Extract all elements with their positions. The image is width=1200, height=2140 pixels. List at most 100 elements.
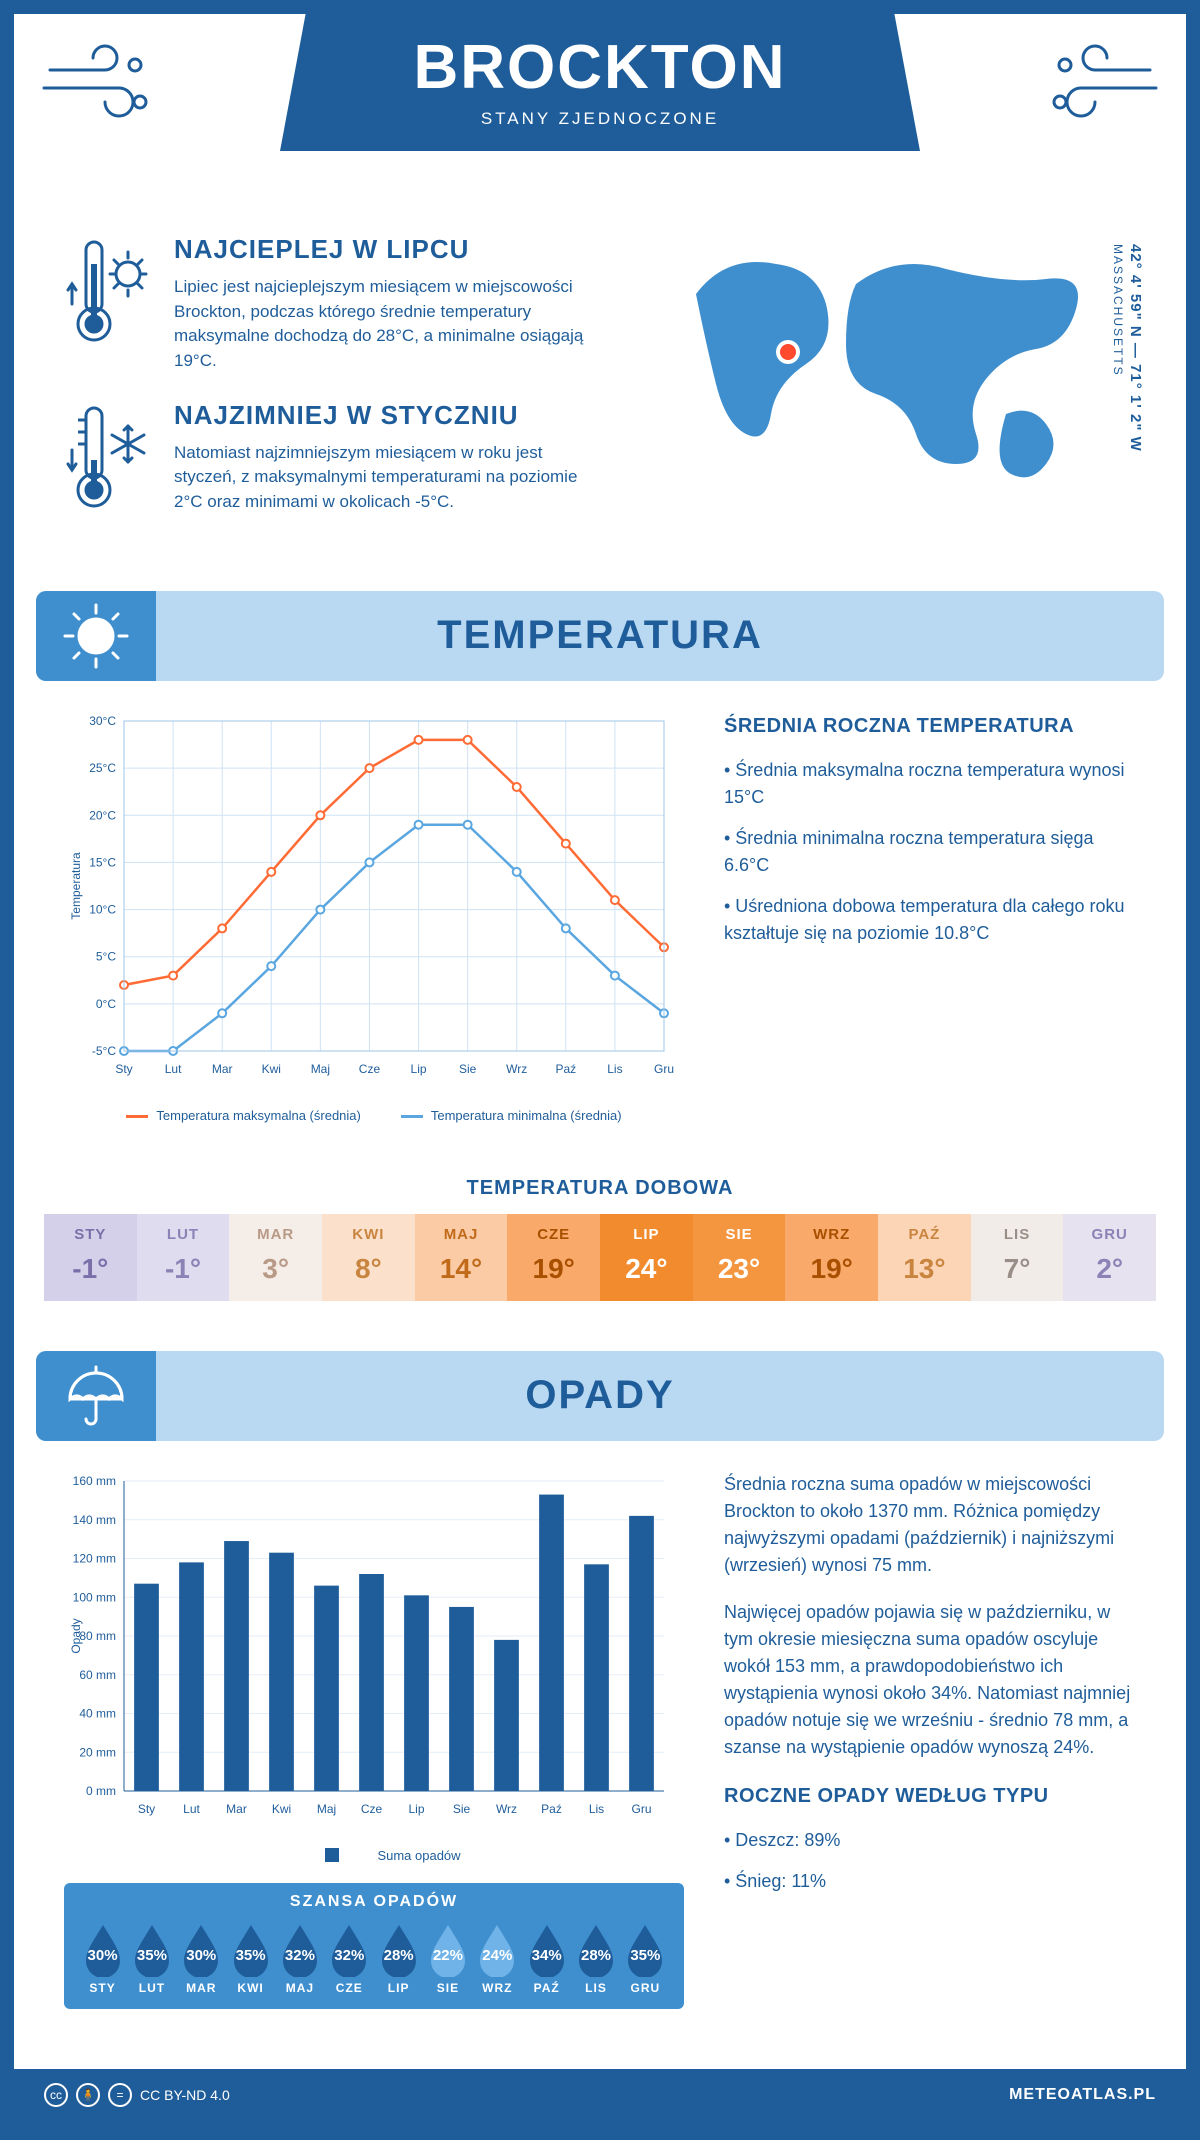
fact-hottest: NAJCIEPLEJ W LIPCU Lipiec jest najcieple… [64,234,646,374]
chance-month: STY [78,1981,127,1995]
precip-chart-col: 0 mm20 mm40 mm60 mm80 mm100 mm120 mm140 … [64,1471,684,2019]
chance-pct: 32% [277,1947,323,1964]
chance-pct: 34% [524,1947,570,1964]
chance-month: LUT [127,1981,176,1995]
daily-cell: WRZ 19° [785,1214,878,1301]
svg-text:Sty: Sty [115,1062,132,1076]
daily-cell: GRU2° [1063,1214,1156,1301]
precip-para2: Najwięcej opadów pojawia się w październ… [724,1599,1136,1761]
chance-pct: 22% [425,1947,471,1964]
thermometer-cold-icon [64,400,154,525]
cc-icon: cc [44,2083,68,2107]
daily-cell: STY-1° [44,1214,137,1301]
svg-text:120 mm: 120 mm [73,1551,116,1565]
temp-side-title: ŚREDNIA ROCZNA TEMPERATURA [724,711,1136,741]
chance-month: MAJ [275,1981,324,1995]
daily-month: WRZ [785,1226,878,1243]
legend-max: Temperatura maksymalna (średnia) [126,1108,360,1123]
daily-cell: MAJ14° [415,1214,508,1301]
daily-month: CZE [507,1226,600,1243]
daily-value: 19° [507,1253,600,1285]
svg-text:Lip: Lip [408,1802,424,1816]
daily-value: 8° [322,1253,415,1285]
chance-pct: 35% [622,1947,668,1964]
daily-cell: MAR3° [229,1214,322,1301]
temperature-body: -5°C0°C5°C10°C15°C20°C25°C30°CStyLutMarK… [14,711,1186,1153]
thermometer-hot-icon [64,234,154,374]
country-name: STANY ZJEDNOCZONE [280,109,920,129]
precip-para1: Średnia roczna suma opadów w miejscowośc… [724,1471,1136,1579]
chance-box: SZANSA OPADÓW 30%STY35%LUT30%MAR35%KWI32… [64,1883,684,2009]
precip-side-text: Średnia roczna suma opadów w miejscowośc… [724,1471,1136,2019]
svg-text:60 mm: 60 mm [79,1667,116,1681]
daily-value: 19° [785,1253,878,1285]
daily-value: -1° [44,1253,137,1285]
coordinates: 42° 4' 59" N — 71° 1' 2" W MASSACHUSETTS [1110,244,1144,452]
svg-text:Cze: Cze [361,1802,383,1816]
daily-cell: SIE23° [693,1214,786,1301]
svg-text:25°C: 25°C [89,761,116,775]
chance-drop: 22% SIE [423,1921,472,1995]
chance-month: SIE [423,1981,472,1995]
daily-cell: LIP24° [600,1214,693,1301]
svg-text:Mar: Mar [212,1062,233,1076]
precip-body: 0 mm20 mm40 mm60 mm80 mm100 mm120 mm140 … [14,1471,1186,2049]
umbrella-icon [36,1351,156,1441]
daily-cell: PAŹ13° [878,1214,971,1301]
svg-text:0°C: 0°C [96,996,116,1010]
by-icon: 🧍 [76,2083,100,2107]
chance-drop: 35% LUT [127,1921,176,1995]
daily-month: LUT [137,1226,230,1243]
chance-month: MAR [177,1981,226,1995]
site-name: METEOATLAS.PL [1009,2086,1156,2104]
daily-month: MAR [229,1226,322,1243]
precip-type-bullet: • Śnieg: 11% [724,1868,1136,1895]
precip-legend: Suma opadów [64,1848,684,1863]
svg-text:Sty: Sty [138,1802,155,1816]
precip-type-title: ROCZNE OPADY WEDŁUG TYPU [724,1781,1136,1811]
svg-text:100 mm: 100 mm [73,1590,116,1604]
intro-section: NAJCIEPLEJ W LIPCU Lipiec jest najcieple… [14,214,1186,581]
svg-text:140 mm: 140 mm [73,1512,116,1526]
chance-drop: 35%KWI [226,1921,275,1995]
sun-icon [36,591,156,681]
svg-text:10°C: 10°C [89,902,116,916]
wind-icon-right [1040,40,1160,135]
chance-month: GRU [621,1981,670,1995]
chance-pct: 30% [178,1947,224,1964]
svg-text:Lut: Lut [165,1062,182,1076]
svg-text:Kwi: Kwi [262,1062,281,1076]
chance-drop: 28%LIP [374,1921,423,1995]
daily-month: GRU [1063,1226,1156,1243]
daily-month: KWI [322,1226,415,1243]
daily-cell: LIS7° [971,1214,1064,1301]
svg-text:Wrz: Wrz [496,1802,517,1816]
temperature-title: TEMPERATURA [437,613,763,658]
svg-text:0 mm: 0 mm [86,1784,116,1798]
footer: cc 🧍 = CC BY-ND 4.0 METEOATLAS.PL [14,2069,1186,2121]
nd-icon: = [108,2083,132,2107]
chance-drop: 30% STY [78,1921,127,1995]
daily-cell: KWI 8° [322,1214,415,1301]
fact-coldest: NAJZIMNIEJ W STYCZNIU Natomiast najzimni… [64,400,646,525]
coord-state: MASSACHUSETTS [1111,244,1125,377]
chance-pct: 28% [376,1947,422,1964]
chance-pct: 35% [129,1947,175,1964]
map-column: 42° 4' 59" N — 71° 1' 2" W MASSACHUSETTS [676,234,1136,551]
fact-hot-text: Lipiec jest najcieplejszym miesiącem w m… [174,275,594,374]
chance-pct: 30% [80,1947,126,1964]
chance-month: KWI [226,1981,275,1995]
precip-title: OPADY [525,1373,674,1418]
svg-text:20°C: 20°C [89,808,116,822]
daily-cell: CZE 19° [507,1214,600,1301]
chance-pct: 24% [474,1947,520,1964]
chance-drop: 24%WRZ [473,1921,522,1995]
svg-text:Temperatura: Temperatura [69,852,83,920]
chance-pct: 28% [573,1947,619,1964]
daily-value: 7° [971,1253,1064,1285]
wind-icon-left [40,40,160,135]
svg-text:30°C: 30°C [89,714,116,728]
svg-text:Sie: Sie [459,1062,477,1076]
header: BROCKTON STANY ZJEDNOCZONE [14,14,1186,214]
svg-text:Kwi: Kwi [272,1802,291,1816]
